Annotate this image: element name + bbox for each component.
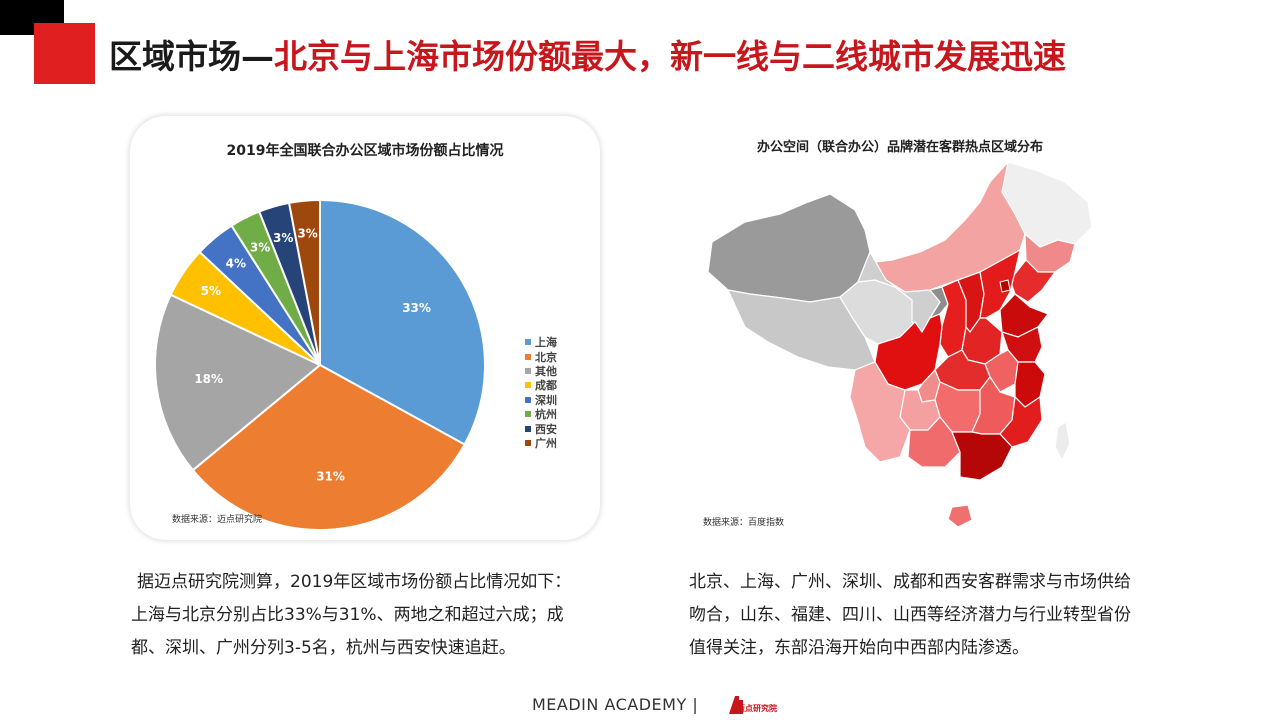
legend-swatch (525, 439, 531, 446)
pie-data-source: 数据来源：迈点研究院 (172, 515, 263, 525)
legend-item: 其他 (525, 364, 557, 378)
legend-label: 杭州 (535, 408, 557, 422)
legend-label: 上海 (535, 336, 557, 350)
pie-slice-1 (191, 363, 466, 531)
legend-swatch (525, 396, 531, 403)
pie-chart-card: 2019年全国联合办公区域市场份额占比情况 33% 31% 18% 5% 4% 3% 3% 3… (130, 116, 600, 540)
legend-item: 西安 (525, 421, 557, 436)
legend-swatch (525, 425, 531, 432)
legend-label: 其他 (535, 364, 557, 378)
title-highlight: 北京与上海市场份额最大，新一线与二线城市发展迅速 (274, 37, 1066, 76)
pie-chart: 33%31%18%5%4%3%3% 3% (154, 198, 486, 531)
pie-slice-2 (154, 293, 322, 472)
legend-label: 西安 (535, 422, 557, 436)
pie-chart-title: 2019年全国联合办公区域市场份额占比情况 (226, 143, 504, 159)
map-card: 办公空间（联合办公）品牌潜在客群热点区域分布 (690, 122, 1110, 537)
legend-item: 深圳 (525, 393, 557, 407)
legend-swatch (525, 339, 531, 346)
footer-logo-text: 迈点研究院 (737, 704, 777, 713)
pie-data-label-0: 33% (402, 301, 431, 315)
right-paragraph: 北京、上海、广州、深圳、成都和西安客群需求与市场供给吻合，山东、福建、四川、山西… (689, 572, 1131, 658)
legend-label: 深圳 (535, 393, 557, 407)
legend-label: 北京 (535, 350, 557, 364)
footer-brand: MEADIN ACADEMY | (532, 695, 699, 714)
left-paragraph: 据迈点研究院测算，2019年区域市场份额占比情况如下：上海与北京分别占比33%与… (131, 572, 572, 658)
title-accent-block (34, 23, 95, 84)
legend-swatch (525, 382, 531, 389)
legend-item: 北京 (525, 349, 557, 364)
map-data-source: 数据来源：百度指数 (703, 518, 785, 528)
pie-data-label-6: 3% (273, 231, 293, 245)
meadin-logo-icon (729, 696, 743, 714)
legend-label: 广州 (535, 436, 557, 450)
pie-data-label-7: 3% (297, 227, 317, 241)
pie-data-label-4: 4% (226, 256, 246, 270)
page-title: 区域市场—北京与上海市场份额最大，新一线与二线城市发展迅速 (109, 30, 1066, 78)
legend-item: 杭州 (525, 407, 557, 421)
title-prefix: 区域市场— (109, 37, 274, 76)
legend-swatch (525, 353, 531, 360)
pie-slice-7 (287, 198, 321, 366)
legend-item: 广州 (525, 436, 557, 450)
pie-data-label-2: 18% (194, 372, 223, 386)
legend-swatch (525, 411, 531, 418)
legend-item: 成都 (525, 378, 557, 392)
pie-slice-0 (319, 198, 486, 446)
pie-data-label-1: 31% (316, 470, 345, 484)
pie-legend: 上海 北京 其他 成都 深圳 杭州 西安 广州 (525, 335, 557, 450)
china-heat-map (707, 159, 1093, 528)
legend-item: 上海 (525, 335, 557, 349)
pie-data-label-3: 5% (201, 284, 221, 298)
legend-label: 成都 (535, 379, 557, 393)
pie-data-label-5: 3% (250, 240, 270, 254)
map-title: 办公空间（联合办公）品牌潜在客群热点区域分布 (756, 140, 1043, 155)
legend-swatch (525, 367, 531, 374)
